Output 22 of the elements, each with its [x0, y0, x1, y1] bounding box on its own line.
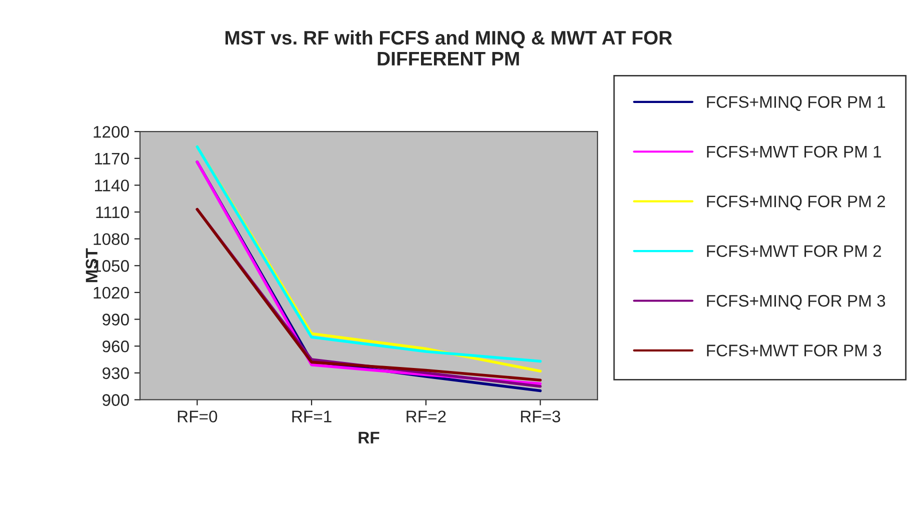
legend-label: FCFS+MWT FOR PM 3: [707, 344, 882, 356]
legend-label: FCFS+MWT FOR PM 1: [707, 146, 882, 158]
y-tick-label: 900: [102, 394, 129, 406]
y-tick-label: 1110: [96, 206, 129, 218]
legend-label: FCFS+MINQ FOR PM 2: [707, 196, 885, 210]
x-tick-label: RF=0: [178, 410, 218, 422]
x-tick-label: RF=1: [292, 410, 332, 422]
y-tick-label: 960: [102, 340, 129, 352]
y-tick-label: 990: [102, 314, 129, 326]
y-tick-label: 1080: [94, 233, 129, 246]
legend-label: FCFS+MINQ FOR PM 1: [707, 96, 886, 111]
x-tick-label: RF=3: [521, 410, 560, 422]
y-tick-label: 1170: [95, 152, 129, 165]
x-tick-label: RF=2: [406, 410, 446, 422]
legend-label: FCFS+MINQ FOR PM 3: [707, 294, 886, 310]
y-tick-label: 1200: [94, 126, 129, 138]
y-tick-label: 930: [102, 367, 129, 380]
chart-title: MST vs. RF with FCFS and MINQ & MWT AT FOR DIFFERENT PM: [226, 30, 672, 66]
x-axis-title: RF: [358, 432, 380, 444]
y-tick-label: 1020: [94, 286, 129, 299]
y-tick-label: 1140: [95, 180, 129, 192]
legend-label: FCFS+MWT FOR PM 2: [707, 245, 881, 258]
